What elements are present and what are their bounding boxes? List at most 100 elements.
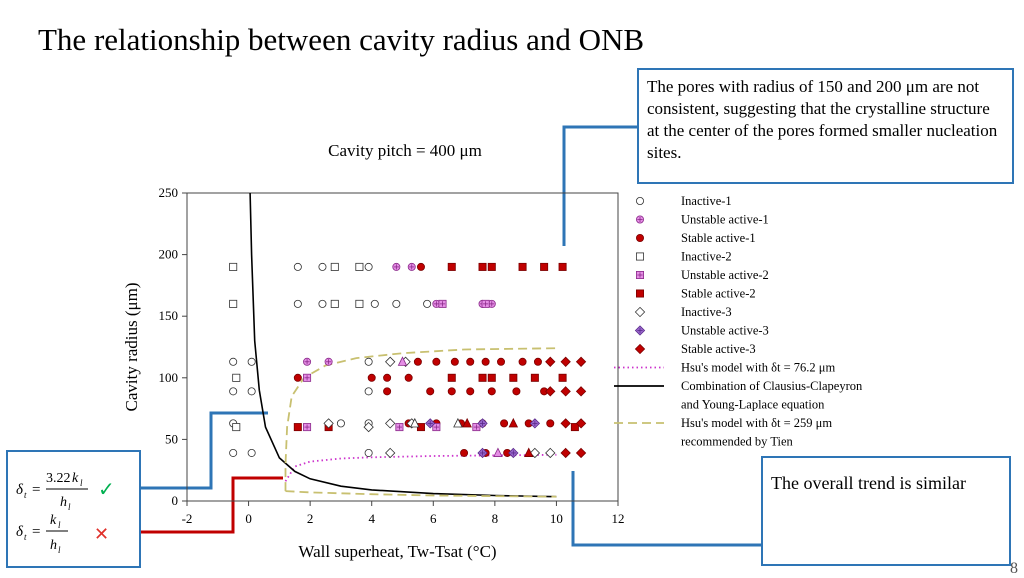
data-point bbox=[575, 447, 587, 459]
slide-title: The relationship between cavity radius a… bbox=[38, 22, 645, 57]
data-point bbox=[477, 418, 488, 429]
data-point bbox=[364, 448, 373, 457]
data-point bbox=[383, 373, 392, 382]
y-tick-label: 0 bbox=[172, 493, 179, 508]
legend-label: and Young-Laplace equation bbox=[681, 398, 825, 412]
x-tick-label: 6 bbox=[430, 511, 437, 526]
data-point bbox=[432, 357, 441, 366]
x-tick-label: 10 bbox=[550, 511, 563, 526]
svg-text:3.22: 3.22 bbox=[46, 471, 71, 486]
y-axis-label: Cavity radius (μm) bbox=[122, 282, 141, 411]
legend-label: Stable active-3 bbox=[681, 342, 756, 356]
connector-top bbox=[562, 125, 637, 246]
plot-frame bbox=[186, 192, 619, 502]
data-point bbox=[447, 262, 456, 271]
data-point bbox=[229, 387, 238, 396]
callout-trend-text: The overall trend is similar bbox=[771, 473, 966, 493]
legend-label: Unstable active-1 bbox=[681, 213, 769, 227]
data-point bbox=[478, 373, 487, 382]
data-point bbox=[229, 299, 238, 308]
data-point bbox=[364, 387, 373, 396]
data-point bbox=[293, 373, 302, 382]
data-point bbox=[323, 418, 334, 429]
data-point bbox=[364, 262, 373, 271]
data-point bbox=[518, 357, 527, 366]
data-point bbox=[363, 421, 374, 433]
data-point bbox=[232, 373, 241, 382]
data-point bbox=[426, 387, 435, 396]
y-tick-label: 150 bbox=[159, 308, 179, 323]
legend-marker bbox=[634, 325, 646, 336]
data-point bbox=[355, 299, 364, 308]
svg-text:l: l bbox=[58, 520, 61, 530]
data-point bbox=[466, 387, 475, 396]
y-tick-label: 100 bbox=[159, 370, 179, 385]
data-point bbox=[229, 448, 238, 457]
legend-label: Unstable active-3 bbox=[681, 324, 769, 338]
data-point bbox=[423, 299, 432, 308]
data-point bbox=[518, 262, 527, 271]
x-tick-label: 2 bbox=[307, 511, 314, 526]
data-point bbox=[493, 447, 503, 457]
connector-formula-red bbox=[141, 476, 283, 534]
data-point bbox=[432, 423, 441, 432]
x-tick-label: 12 bbox=[612, 511, 625, 526]
data-point bbox=[293, 423, 302, 432]
svg-text:l: l bbox=[58, 545, 61, 555]
data-point bbox=[530, 373, 539, 382]
data-point bbox=[487, 299, 496, 308]
legend-label: Stable active-2 bbox=[681, 287, 756, 301]
data-point bbox=[481, 299, 490, 308]
data-point bbox=[450, 357, 459, 366]
data-point bbox=[397, 356, 408, 366]
data-point bbox=[330, 262, 339, 271]
data-point bbox=[545, 356, 556, 367]
curve-line bbox=[284, 347, 557, 492]
data-point bbox=[385, 447, 396, 459]
data-point bbox=[472, 423, 481, 432]
data-point bbox=[438, 299, 447, 308]
curve-line bbox=[249, 192, 557, 498]
data-point bbox=[303, 423, 312, 432]
data-point bbox=[529, 447, 541, 459]
data-point bbox=[546, 419, 555, 428]
data-point bbox=[416, 262, 425, 271]
svg-text:t: t bbox=[24, 490, 27, 500]
x-tick-label: 0 bbox=[245, 511, 252, 526]
callout-trend-note: The overall trend is similar bbox=[761, 456, 1011, 566]
data-point bbox=[410, 417, 420, 428]
data-point bbox=[413, 357, 422, 366]
legend-marker bbox=[636, 233, 645, 242]
data-point bbox=[370, 299, 379, 308]
data-point bbox=[247, 357, 256, 366]
data-point bbox=[560, 386, 571, 397]
data-point bbox=[500, 419, 509, 428]
data-point bbox=[508, 447, 519, 459]
data-point bbox=[395, 423, 404, 432]
data-point bbox=[487, 373, 496, 382]
svg-text:k: k bbox=[50, 513, 57, 528]
data-point bbox=[293, 262, 302, 271]
svg-text:δ: δ bbox=[16, 482, 24, 498]
data-point bbox=[575, 418, 587, 429]
data-point bbox=[533, 357, 542, 366]
curve-line bbox=[285, 490, 557, 498]
data-point bbox=[404, 373, 413, 382]
chart-legend: Inactive-1 Unstable active-1 Stable active… bbox=[614, 194, 863, 449]
connector-formula-blue bbox=[141, 411, 268, 490]
svg-text:=: = bbox=[32, 524, 40, 540]
svg-text:h: h bbox=[50, 538, 57, 553]
data-point bbox=[447, 387, 456, 396]
check-icon: ✓ bbox=[98, 479, 115, 501]
legend-label: Stable active-1 bbox=[681, 231, 756, 245]
svg-text:=: = bbox=[32, 482, 40, 498]
data-point bbox=[466, 357, 475, 366]
y-tick-label: 250 bbox=[159, 185, 179, 200]
legend-label: Inactive-2 bbox=[681, 250, 732, 264]
data-point bbox=[336, 419, 345, 428]
data-point bbox=[560, 356, 571, 367]
legend-marker bbox=[636, 270, 645, 279]
